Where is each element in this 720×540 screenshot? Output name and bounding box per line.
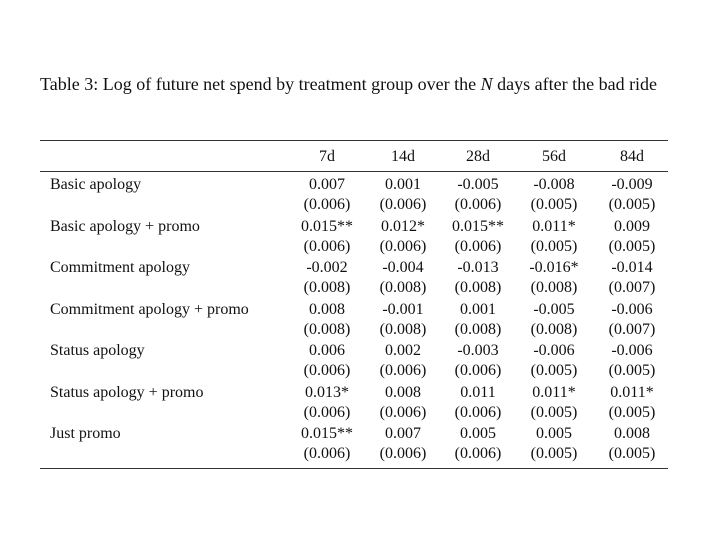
std-error: (0.006) xyxy=(454,196,502,213)
std-error: (0.005) xyxy=(530,403,578,421)
row-label: Basic apology xyxy=(50,176,142,193)
column-header: 56d xyxy=(542,148,566,165)
std-error: (0.005) xyxy=(530,196,578,213)
caption-text: days after the bad ride xyxy=(497,74,658,94)
std-error: (0.008) xyxy=(379,279,427,296)
estimate: -0.006 xyxy=(611,342,653,359)
std-error: (0.006) xyxy=(379,403,427,421)
row-label: Commitment apology + promo xyxy=(50,300,249,318)
std-error: (0.007) xyxy=(608,279,656,296)
row-label: Basic apology + promo xyxy=(50,217,200,235)
estimate: -0.002 xyxy=(306,259,348,276)
std-error: (0.008) xyxy=(454,279,502,296)
estimate: 0.015** xyxy=(301,425,353,442)
std-error: (0.008) xyxy=(530,320,578,338)
std-error: (0.005) xyxy=(608,403,656,421)
caption-text: Log of future net spend by treatment gro… xyxy=(102,74,477,94)
std-error: (0.006) xyxy=(454,403,502,421)
estimate: -0.001 xyxy=(382,300,424,318)
std-error: (0.005) xyxy=(530,237,578,255)
std-error: (0.006) xyxy=(454,362,502,379)
estimate: 0.008 xyxy=(309,300,345,318)
std-error: (0.007) xyxy=(608,320,656,338)
std-error: (0.008) xyxy=(303,279,351,296)
std-error: (0.008) xyxy=(303,320,351,338)
estimate: 0.008 xyxy=(614,425,650,442)
std-error: (0.006) xyxy=(379,362,427,379)
row-label: Status apology + promo xyxy=(50,383,204,401)
estimate: 0.005 xyxy=(536,425,572,442)
std-error: (0.006) xyxy=(303,362,351,379)
std-error: (0.006) xyxy=(379,237,427,255)
std-error: (0.005) xyxy=(608,237,656,255)
header-rule xyxy=(40,171,668,172)
bottom-rule xyxy=(40,468,668,469)
estimate: 0.005 xyxy=(460,425,496,442)
estimate: 0.006 xyxy=(309,342,345,359)
std-error: (0.008) xyxy=(454,320,502,338)
estimate: -0.016* xyxy=(529,259,579,276)
estimate: -0.008 xyxy=(533,176,575,193)
std-error: (0.006) xyxy=(379,196,427,213)
estimate: 0.001 xyxy=(460,300,496,318)
estimate: 0.009 xyxy=(614,217,650,235)
estimate: 0.007 xyxy=(385,425,421,442)
estimate: -0.005 xyxy=(457,176,499,193)
column-header: 7d xyxy=(319,148,335,165)
std-error: (0.006) xyxy=(379,445,427,462)
estimate: -0.006 xyxy=(611,300,653,318)
std-error: (0.006) xyxy=(454,445,502,462)
estimate: 0.011* xyxy=(532,383,576,401)
row-label: Just promo xyxy=(50,425,121,442)
estimate: 0.011* xyxy=(532,217,576,235)
std-error: (0.005) xyxy=(530,445,578,462)
std-error: (0.005) xyxy=(608,196,656,213)
std-error: (0.005) xyxy=(530,362,578,379)
estimate: -0.013 xyxy=(457,259,499,276)
row-label: Status apology xyxy=(50,342,145,359)
estimate: 0.008 xyxy=(385,383,421,401)
estimate: 0.013* xyxy=(305,383,349,401)
std-error: (0.006) xyxy=(454,237,502,255)
std-error: (0.005) xyxy=(608,362,656,379)
caption-variable: N xyxy=(480,74,493,94)
std-error: (0.005) xyxy=(608,445,656,462)
estimate: 0.007 xyxy=(309,176,345,193)
estimate: -0.004 xyxy=(382,259,424,276)
std-error: (0.006) xyxy=(303,403,351,421)
estimate: 0.002 xyxy=(385,342,421,359)
estimate: -0.009 xyxy=(611,176,653,193)
estimate: -0.005 xyxy=(533,300,575,318)
column-header: 14d xyxy=(391,148,415,165)
estimate: -0.003 xyxy=(457,342,499,359)
std-error: (0.008) xyxy=(379,320,427,338)
estimate: 0.015** xyxy=(452,217,504,235)
estimate: 0.011* xyxy=(610,383,654,401)
top-rule xyxy=(40,140,668,141)
estimate: 0.012* xyxy=(381,217,425,235)
std-error: (0.006) xyxy=(303,237,351,255)
estimate: -0.014 xyxy=(611,259,653,276)
estimate: -0.006 xyxy=(533,342,575,359)
estimate: 0.015** xyxy=(301,217,353,235)
estimate: 0.011 xyxy=(460,383,496,401)
std-error: (0.006) xyxy=(303,196,351,213)
std-error: (0.008) xyxy=(530,279,578,296)
column-header: 84d xyxy=(620,148,644,165)
row-label: Commitment apology xyxy=(50,259,190,276)
column-header: 28d xyxy=(466,148,490,165)
std-error: (0.006) xyxy=(303,445,351,462)
table-caption: Table 3: Log of future net spend by trea… xyxy=(40,72,675,96)
caption-label: Table 3: xyxy=(40,74,99,94)
estimate: 0.001 xyxy=(385,176,421,193)
